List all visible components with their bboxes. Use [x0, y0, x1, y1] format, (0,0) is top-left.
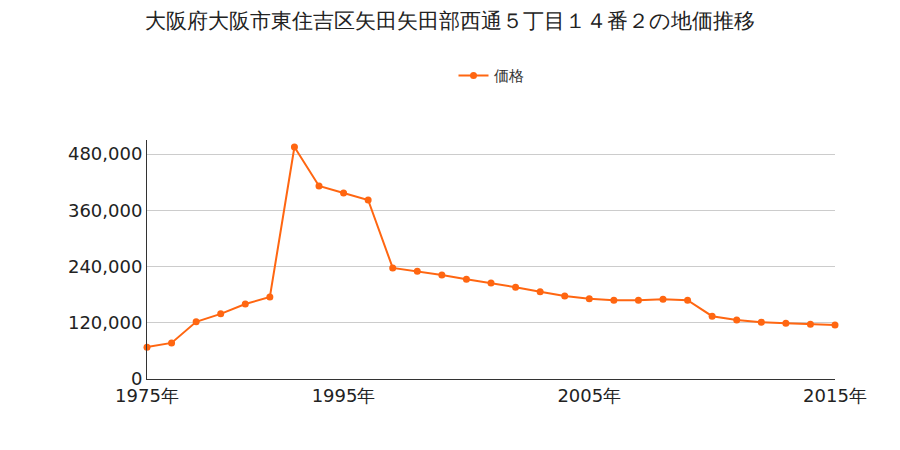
- svg-text:360,000: 360,000: [68, 200, 142, 221]
- svg-text:120,000: 120,000: [68, 312, 142, 333]
- svg-text:1975年: 1975年: [115, 385, 179, 406]
- svg-text:大阪府大阪市東住吉区矢田矢田部西通５丁目１４番２の地価推移: 大阪府大阪市東住吉区矢田矢田部西通５丁目１４番２の地価推移: [145, 9, 755, 33]
- svg-text:2015年: 2015年: [803, 385, 867, 406]
- svg-text:価格: 価格: [494, 67, 524, 85]
- svg-text:480,000: 480,000: [68, 143, 142, 164]
- svg-text:240,000: 240,000: [68, 256, 142, 277]
- svg-text:2005年: 2005年: [557, 385, 621, 406]
- svg-text:0: 0: [131, 368, 142, 389]
- svg-text:1995年: 1995年: [312, 385, 376, 406]
